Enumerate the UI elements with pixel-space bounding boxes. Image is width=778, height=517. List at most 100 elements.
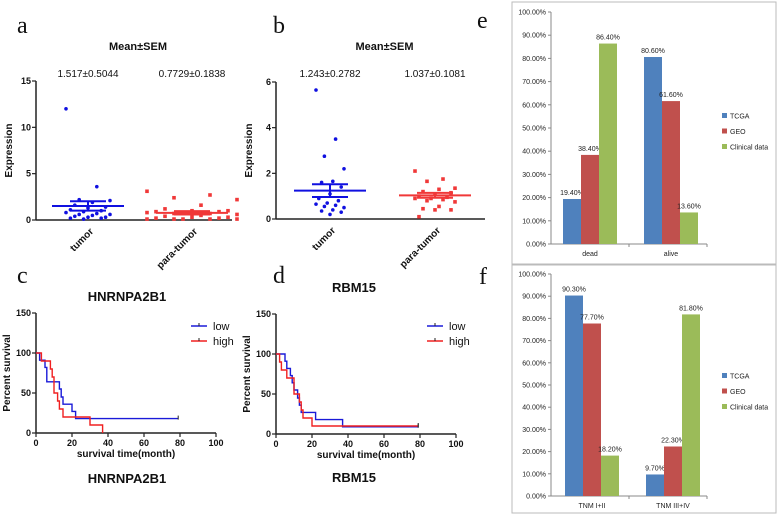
panel-e: e 0.00% 10.00% 20.00% 30.00% 40.00% 50.00% 60.0… xyxy=(477,1,777,265)
x-tick-label: 60 xyxy=(379,439,389,449)
data-point xyxy=(226,208,230,213)
chart-bottom-title: RBM15 xyxy=(332,470,376,485)
x-tick-label: 40 xyxy=(343,439,353,449)
bar-geo xyxy=(664,446,682,496)
y-tick-label: 0 xyxy=(26,215,31,225)
legend-label: high xyxy=(213,336,234,348)
y-tick-label: 90.00% xyxy=(522,294,546,301)
category-label: TNM I+II xyxy=(578,503,605,510)
data-point xyxy=(86,215,90,220)
category-label: para-tumor xyxy=(398,225,443,270)
bar-clinical-data xyxy=(601,455,619,496)
data-point xyxy=(314,88,318,92)
data-point xyxy=(103,215,108,220)
data-point xyxy=(77,212,81,217)
panel-c: c HNRNPA2B1 HNRNPA2B1 0 50 100 150 0 20 40 60 80 100… xyxy=(2,263,234,486)
data-point xyxy=(217,216,221,220)
chart-frame xyxy=(511,264,777,514)
data-point xyxy=(453,186,457,190)
y-tick-label: 10.00% xyxy=(522,471,546,478)
data-point xyxy=(208,193,212,197)
series-tumor xyxy=(294,88,366,217)
y-tick-label: 30.00% xyxy=(522,172,546,179)
data-point xyxy=(145,189,149,194)
survival-curve-high xyxy=(276,353,419,427)
data-point xyxy=(108,212,112,217)
category-label: tumor xyxy=(68,226,96,254)
data-point xyxy=(95,184,99,189)
bar-clinical-data xyxy=(599,43,617,244)
chart-bottom-title: HNRNPA2B1 xyxy=(88,471,167,486)
legend-swatch xyxy=(722,144,727,149)
series-para-tumor xyxy=(145,189,239,221)
x-tick-label: 0 xyxy=(273,439,278,449)
y-tick-label: 100.00% xyxy=(518,10,546,17)
data-point xyxy=(64,210,68,215)
data-point xyxy=(108,198,112,203)
data-point xyxy=(342,166,346,171)
legend-label: low xyxy=(213,321,230,333)
data-point xyxy=(90,213,95,218)
panel-letter: c xyxy=(17,263,28,289)
data-point xyxy=(425,179,429,184)
data-point xyxy=(199,203,203,207)
bar-geo xyxy=(583,323,601,496)
data-point xyxy=(217,209,221,214)
chart-title: RBM15 xyxy=(332,280,376,295)
data-point xyxy=(421,189,425,194)
chart-title: HNRNPA2B1 xyxy=(88,289,167,304)
data-point xyxy=(328,212,332,217)
panel-letter: f xyxy=(479,264,487,290)
x-tick-label: 20 xyxy=(67,438,77,448)
bar-value-label: 86.40% xyxy=(596,35,620,42)
x-axis-label: survival time(month) xyxy=(317,450,415,461)
survival-curve-high xyxy=(36,352,104,433)
y-tick-label: 0 xyxy=(266,429,271,439)
data-point xyxy=(339,185,344,189)
y-tick-label: 6 xyxy=(266,77,271,87)
panel-letter: b xyxy=(273,13,285,39)
data-point xyxy=(64,107,68,111)
panel-b: b Mean±SEM 0 2 4 6 Expression 1.243±0.2782 tumor… xyxy=(244,13,485,270)
data-point xyxy=(68,216,73,220)
x-tick-label: 80 xyxy=(175,438,185,448)
data-point xyxy=(73,214,77,219)
y-tick-label: 0 xyxy=(266,214,271,224)
data-point xyxy=(235,197,239,202)
data-point xyxy=(449,208,453,212)
bar-value-label: 13.60% xyxy=(677,203,701,210)
legend-swatch xyxy=(722,404,727,409)
y-tick-label: 100.00% xyxy=(518,272,546,279)
y-tick-label: 70.00% xyxy=(522,338,546,345)
bar-value-label: 9.70% xyxy=(645,465,665,472)
legend-label: low xyxy=(449,321,466,333)
category-label: dead xyxy=(582,251,598,258)
y-axis-label: Percent survival xyxy=(2,334,13,411)
y-tick-label: 50.00% xyxy=(522,383,546,390)
data-point xyxy=(95,211,99,216)
data-point xyxy=(314,202,318,206)
x-tick-label: 0 xyxy=(33,438,38,448)
y-tick-label: 50 xyxy=(261,389,271,399)
data-point xyxy=(145,217,149,221)
survival-curve-low xyxy=(276,353,419,428)
y-tick-label: 50.00% xyxy=(522,126,546,133)
survival-curve-low xyxy=(36,352,179,420)
panel-letter: d xyxy=(273,263,285,289)
data-point xyxy=(226,215,230,220)
bar-value-label: 18.20% xyxy=(598,447,622,454)
legend-swatch xyxy=(722,113,727,118)
series-para-tumor xyxy=(399,169,471,219)
bar-clinical-data xyxy=(682,314,700,496)
data-point xyxy=(437,187,441,192)
bar-value-label: 77.70% xyxy=(580,315,604,322)
legend-label: GEO xyxy=(730,129,746,136)
bar-tcga xyxy=(563,198,581,244)
x-tick-label: 80 xyxy=(415,439,425,449)
legend-label: TCGA xyxy=(730,374,750,381)
mean-sem-label: 1.037±0.1081 xyxy=(404,69,466,80)
data-point xyxy=(172,195,176,200)
y-tick-label: 80.00% xyxy=(522,56,546,63)
y-tick-label: 5 xyxy=(26,169,31,179)
chart-title: Mean±SEM xyxy=(356,41,414,53)
